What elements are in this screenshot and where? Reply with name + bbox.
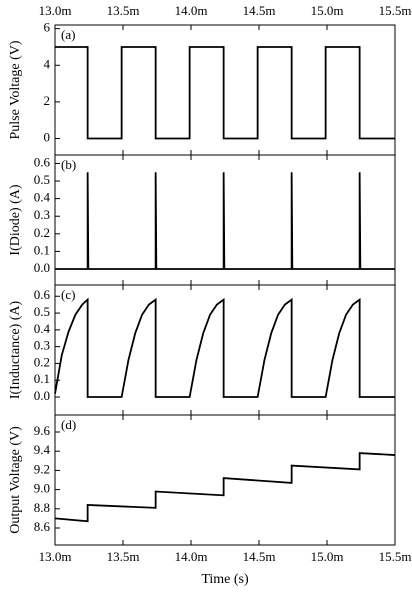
x-tick-label: 13.5m	[107, 3, 140, 18]
y-axis-label: I(Inductance) (A)	[8, 300, 23, 399]
y-tick-label: 9.0	[34, 481, 50, 496]
y-tick-label: 0.4	[34, 190, 51, 205]
y-tick-label: 0.3	[34, 207, 50, 222]
y-tick-label: 2	[44, 93, 51, 108]
x-tick-label: 13.0m	[39, 549, 72, 564]
x-tick-label: 14.5m	[243, 549, 276, 564]
y-tick-label: 0.4	[34, 321, 51, 336]
y-tick-label: 9.4	[34, 442, 51, 457]
x-tick-label: 13.5m	[107, 549, 140, 564]
y-axis-label: I(Diode) (A)	[8, 184, 23, 255]
x-tick-label: 14.0m	[175, 3, 208, 18]
x-tick-label: 15.5m	[379, 549, 412, 564]
y-tick-label: 0.2	[34, 354, 50, 369]
y-axis-label: Output Voltage (V)	[8, 426, 23, 534]
data-line	[55, 46, 395, 140]
y-tick-label: 0.0	[34, 260, 50, 275]
y-tick-label: 0.1	[34, 371, 50, 386]
y-tick-label: 0.1	[34, 242, 50, 257]
data-line	[54, 297, 395, 398]
x-tick-label: 14.0m	[175, 549, 208, 564]
y-tick-label: 0.6	[34, 154, 51, 169]
x-tick-label: 15.5m	[379, 3, 412, 18]
y-tick-label: 0.2	[34, 225, 50, 240]
x-tick-label: 15.0m	[311, 549, 344, 564]
y-tick-label: 8.8	[34, 500, 50, 515]
panel-label: (b)	[61, 157, 76, 172]
x-axis-label: Time (s)	[201, 572, 249, 587]
panel-label: (d)	[61, 417, 76, 432]
y-tick-label: 9.2	[34, 461, 50, 476]
x-tick-label: 13.0m	[39, 3, 72, 18]
y-tick-label: 9.6	[34, 423, 51, 438]
x-tick-label: 15.0m	[311, 3, 344, 18]
plot-frame	[54, 284, 396, 416]
y-tick-label: 0.5	[34, 172, 50, 187]
y-tick-label: 0.6	[34, 287, 51, 302]
y-tick-label: 0.0	[34, 388, 50, 403]
panel-label: (a)	[61, 27, 75, 42]
plot-frame	[54, 414, 396, 546]
y-axis-label: Pulse Voltage (V)	[8, 40, 23, 139]
panel-label: (c)	[61, 287, 75, 302]
y-tick-label: 0.5	[34, 304, 50, 319]
y-tick-label: 8.6	[34, 519, 51, 534]
y-tick-label: 0.3	[34, 338, 50, 353]
data-line	[55, 172, 395, 270]
plot-frame	[54, 24, 396, 156]
y-tick-label: 4	[44, 56, 51, 71]
x-tick-label: 14.5m	[243, 3, 276, 18]
data-line	[54, 452, 396, 523]
y-tick-label: 6	[44, 20, 51, 35]
y-tick-label: 0	[44, 130, 51, 145]
